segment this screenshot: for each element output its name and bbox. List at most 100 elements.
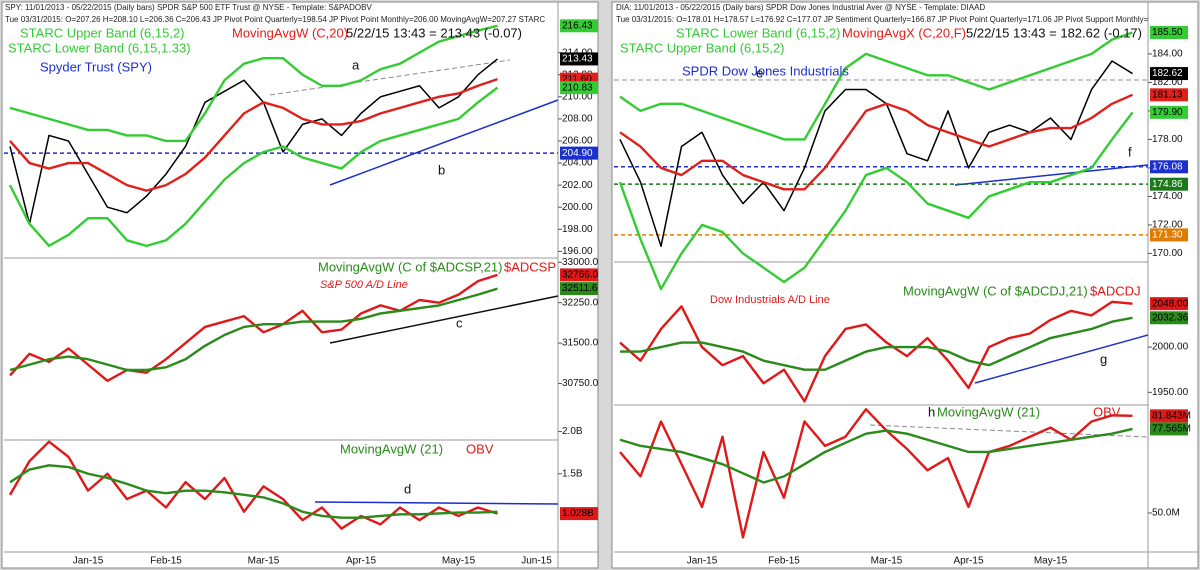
last-value-label: 1.028B: [562, 508, 594, 519]
last-value-label: 216.43: [562, 20, 593, 31]
quote: 5/22/15 13:43 = 182.62 (-0.17): [966, 25, 1142, 40]
annotation: g: [1100, 351, 1107, 366]
legend-entry: $ADCSP: [504, 259, 556, 274]
y-tick-label: 196.00: [562, 246, 593, 257]
legend-entry: MovingAvgW (21): [340, 441, 443, 456]
price-line: [619, 60, 1133, 248]
subtitle: Dow Industrials A/D Line: [710, 294, 830, 306]
x-tick-label: Mar-15: [248, 556, 280, 567]
series-line: [619, 31, 1133, 141]
y-tick-label: 30750.0: [562, 378, 599, 389]
header: Tue 03/31/2015: O=178.01 H=178.57 L=176.…: [616, 15, 1149, 24]
legend-entry: MovingAvgW (21): [937, 404, 1040, 419]
y-tick-label: 172.00: [1152, 220, 1183, 231]
series-line: [619, 93, 1133, 191]
legend-entry: MovingAvgW (C of $ADCDJ,21): [903, 283, 1088, 298]
series-line: [8, 440, 498, 530]
y-tick-label: 206.00: [562, 136, 593, 147]
x-tick-label: Apr-15: [346, 556, 376, 567]
last-value-box: [560, 282, 598, 296]
x-tick-label: Jan-15: [687, 556, 718, 567]
last-value-label: 210.83: [562, 82, 593, 93]
trend-line: [329, 99, 559, 186]
legend-entry: OBV: [1093, 404, 1121, 419]
chart-title: Spyder Trust (SPY): [40, 59, 152, 74]
last-value-box: [1150, 409, 1188, 423]
x-tick-label: May-15: [1034, 556, 1068, 567]
last-value-label: 32766.0: [562, 270, 599, 281]
legend-entry: STARC Lower Band (6,15,2): [676, 25, 841, 40]
legend-entry: STARC Upper Band (6,15,2): [20, 25, 185, 40]
last-value-label: 171.30: [1152, 230, 1183, 241]
last-value-box: [1150, 228, 1188, 242]
left-pane: [1, 1, 599, 569]
last-value-box: [1150, 88, 1188, 102]
header: DIA: 11/01/2013 - 05/22/2015 (Daily bars…: [616, 3, 985, 12]
legend-entry: STARC Lower Band (6,15,1.33): [8, 40, 191, 55]
x-tick-label: Feb-15: [150, 556, 182, 567]
legend-entry: $ADCDJ: [1090, 283, 1141, 298]
legend-entry: STARC Upper Band (6,15,2): [620, 40, 785, 55]
y-tick-label: 200.00: [562, 202, 593, 213]
last-value-label: 185.50: [1152, 27, 1183, 38]
subtitle: S&P 500 A/D Line: [320, 279, 408, 291]
series-line: [619, 408, 1133, 539]
last-value-box: [1150, 177, 1188, 191]
y-tick-label: 198.00: [562, 224, 593, 235]
y-tick-label: 210.00: [562, 91, 593, 102]
series-line: [9, 273, 498, 382]
series-line: [619, 427, 1133, 484]
last-value-label: 176.08: [1152, 161, 1183, 172]
annotation: h: [928, 404, 935, 419]
last-value-box: [560, 19, 598, 33]
annotation: d: [404, 481, 411, 496]
last-value-box: [560, 52, 598, 66]
annotation: c: [456, 315, 463, 330]
trend-line: [314, 501, 559, 505]
last-value-label: 213.43: [562, 54, 593, 65]
chart-title: SPDR Dow Jones Industrials: [682, 63, 849, 78]
trend-line: [954, 164, 1149, 186]
annotation: b: [438, 162, 445, 177]
last-value-box: [560, 507, 598, 521]
annotation: e: [756, 65, 763, 80]
series-line: [620, 316, 1133, 371]
last-value-label: 77.565M: [1152, 424, 1191, 435]
y-tick-label: 182.00: [1152, 77, 1183, 88]
x-tick-label: Jun-15: [521, 556, 552, 567]
series-line: [618, 111, 1134, 291]
trend-line: [869, 424, 1149, 438]
x-tick-label: Apr-15: [953, 556, 983, 567]
last-value-label: 81.843M: [1152, 410, 1191, 421]
header: SPY: 11/01/2013 - 05/22/2015 (Daily bars…: [5, 3, 372, 12]
trend-line: [269, 59, 511, 96]
last-value-label: 32511.6: [562, 283, 598, 294]
last-value-label: 182.62: [1152, 68, 1183, 79]
last-value-box: [560, 268, 598, 282]
chart-layer: 196.00 198.00 200.00 202.00 204.00 206.00 208.…: [4, 2, 1198, 568]
x-tick-label: Feb-15: [768, 556, 800, 567]
annotation: f: [1128, 144, 1132, 159]
y-tick-label: 2000.00: [1152, 342, 1189, 353]
quote: 5/22/15 13:43 = 213.43 (-0.07): [346, 25, 522, 40]
y-tick-label: 202.00: [562, 180, 593, 191]
y-tick-label: 1950.00: [1152, 387, 1189, 398]
last-value-box: [1150, 422, 1188, 436]
y-tick-label: 31500.0: [562, 338, 599, 349]
annotation: a: [352, 57, 360, 72]
y-tick-label: 50.0M: [1152, 508, 1180, 519]
header: Tue 03/31/2015: O=207.26 H=208.10 L=206.…: [5, 15, 545, 24]
last-value-box: [1150, 297, 1188, 311]
legend-entry: OBV: [466, 441, 494, 456]
right-pane: [611, 1, 1199, 569]
x-tick-label: Jan-15: [73, 556, 104, 567]
last-value-label: 174.86: [1152, 179, 1183, 190]
y-tick-label: 2.0B: [562, 426, 583, 437]
y-tick-label: 208.00: [562, 114, 593, 125]
legend-entry: MovingAvgW (C of $ADCSP,21): [318, 259, 502, 274]
trend-line: [974, 334, 1149, 384]
last-value-label: 211.60: [562, 74, 592, 85]
last-value-label: 2032.36: [1152, 312, 1189, 323]
y-tick-label: 178.00: [1152, 134, 1183, 145]
series-line: [619, 300, 1133, 403]
